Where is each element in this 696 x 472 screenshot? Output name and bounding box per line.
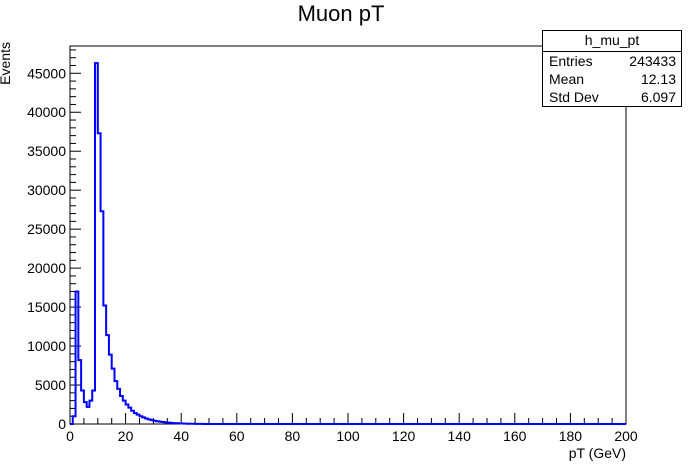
y-axis-label: Events — [0, 42, 13, 85]
stats-histogram-name: h_mu_pt — [543, 31, 681, 52]
x-tick-label: 0 — [66, 428, 74, 444]
x-tick-label: 20 — [118, 428, 134, 444]
y-tick-label: 10000 — [27, 338, 66, 354]
x-tick-label: 60 — [229, 428, 245, 444]
stats-row-mean: Mean 12.13 — [543, 70, 681, 88]
x-tick-label: 120 — [392, 428, 416, 444]
x-tick-label: 160 — [503, 428, 527, 444]
y-tick-label: 45000 — [27, 65, 66, 81]
x-tick-label: 180 — [559, 428, 583, 444]
x-axis-label: pT (GeV) — [569, 445, 626, 461]
histogram-line — [70, 62, 626, 425]
x-tick-label: 140 — [448, 428, 472, 444]
stats-value: 6.097 — [640, 89, 676, 105]
y-tick-label: 15000 — [27, 299, 66, 315]
stats-value: 12.13 — [640, 71, 676, 87]
y-tick-label: 0 — [58, 416, 66, 432]
stats-label: Std Dev — [549, 89, 599, 105]
axis-ticks: 0 20 40 60 80 100 120 140 160 180 200 0 5000 10000 150… — [27, 49, 638, 444]
stats-row-entries: Entries 243433 — [543, 52, 681, 70]
y-tick-label: 25000 — [27, 221, 66, 237]
stats-label: Mean — [549, 71, 585, 87]
stats-box: h_mu_pt Entries 243433 Mean 12.13 Std De… — [542, 30, 682, 107]
x-tick-label: 40 — [173, 428, 189, 444]
chart-title: Muon pT — [298, 1, 385, 26]
y-tick-label: 5000 — [35, 377, 66, 393]
y-tick-label: 30000 — [27, 182, 66, 198]
y-tick-label: 35000 — [27, 143, 66, 159]
stats-row-stddev: Std Dev 6.097 — [543, 88, 681, 106]
stats-label: Entries — [549, 53, 593, 69]
y-tick-label: 20000 — [27, 260, 66, 276]
x-tick-label: 80 — [285, 428, 301, 444]
x-tick-label: 200 — [614, 428, 638, 444]
stats-value: 243433 — [629, 53, 676, 69]
x-tick-label: 100 — [336, 428, 360, 444]
y-tick-label: 40000 — [27, 104, 66, 120]
